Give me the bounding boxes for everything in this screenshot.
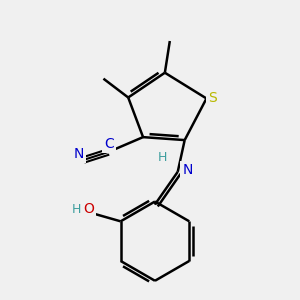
Text: N: N — [74, 147, 84, 161]
Text: N: N — [182, 163, 193, 177]
Text: H: H — [158, 152, 168, 164]
Text: O: O — [83, 202, 94, 216]
Text: S: S — [208, 92, 217, 106]
Text: C: C — [104, 137, 114, 151]
Text: H: H — [71, 203, 81, 216]
